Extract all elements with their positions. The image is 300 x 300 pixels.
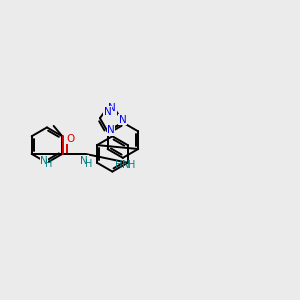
Text: N: N (122, 160, 130, 170)
Text: O: O (66, 134, 74, 144)
Text: H: H (115, 160, 122, 170)
Text: N: N (80, 156, 88, 166)
Text: N: N (104, 106, 112, 117)
Text: N: N (40, 156, 48, 166)
Text: N: N (108, 103, 116, 113)
Text: H: H (128, 160, 136, 170)
Text: H: H (45, 159, 52, 169)
Text: N: N (119, 115, 127, 124)
Text: N: N (107, 125, 115, 135)
Text: H: H (85, 159, 93, 169)
